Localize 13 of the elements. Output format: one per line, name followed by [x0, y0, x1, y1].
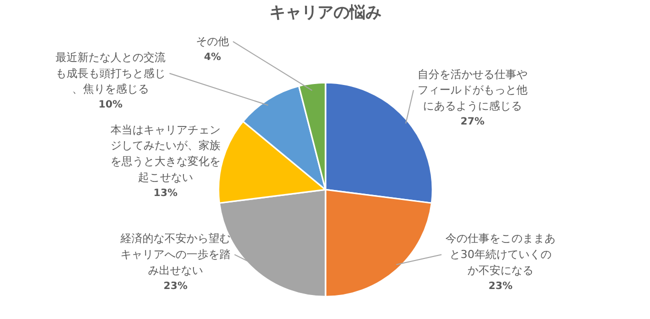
slice-label: 自分を活かせる仕事やフィールドがもっと他にあるように感じる [418, 68, 528, 113]
chart-title: キャリアの悩み [270, 2, 382, 22]
data-label: 23% [488, 280, 512, 292]
data-label: 4% [204, 52, 221, 63]
data-label: 23% [164, 280, 188, 292]
data-label: 10% [98, 100, 122, 111]
slice-label: その他 [196, 35, 229, 48]
slice-label: 経済的な不安から望むキャリアへの一歩を踏み出せない [120, 232, 230, 277]
slice-label: 本当はキャリアチェンジしてみたいが、家族を思うと大きな変化を起こせない [110, 123, 220, 184]
data-label: 27% [460, 116, 484, 128]
data-label: 13% [154, 188, 178, 199]
slice-label: 今の仕事をこのままあと30年続けていくのか不安になる [446, 232, 556, 277]
slice-label: 最近新たな人との交流も成長も頭打ちと感じ、焦りを感じる [56, 50, 166, 96]
